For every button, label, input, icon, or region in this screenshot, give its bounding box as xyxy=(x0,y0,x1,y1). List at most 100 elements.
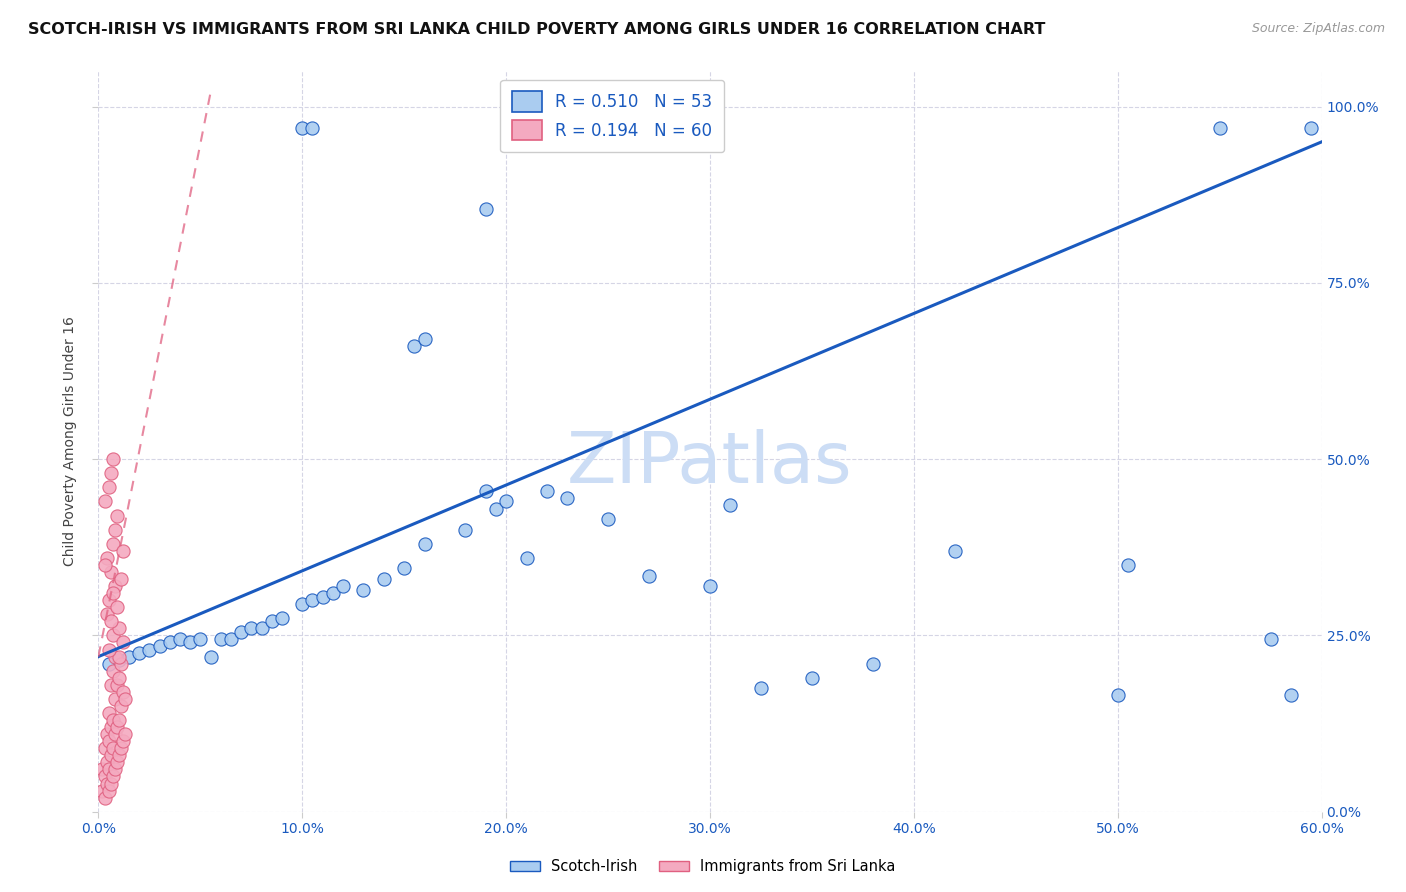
Point xyxy=(101,713,124,727)
Point xyxy=(100,467,122,481)
Point xyxy=(260,615,283,629)
Point xyxy=(96,756,118,770)
Point xyxy=(104,579,127,593)
Point xyxy=(101,769,124,783)
Point xyxy=(111,734,134,748)
Point xyxy=(231,624,253,639)
Point xyxy=(114,727,136,741)
Point xyxy=(100,720,122,734)
Point xyxy=(104,692,127,706)
Point xyxy=(93,741,115,756)
Point xyxy=(110,572,132,586)
Point xyxy=(93,494,115,508)
Point xyxy=(862,657,884,671)
Point xyxy=(100,565,122,579)
Point xyxy=(474,202,498,216)
Point xyxy=(110,657,132,671)
Point xyxy=(100,615,122,629)
Point xyxy=(169,632,191,646)
Point xyxy=(93,769,115,783)
Point xyxy=(93,558,115,572)
Point xyxy=(699,579,721,593)
Point xyxy=(96,776,118,790)
Point xyxy=(188,632,212,646)
Point xyxy=(101,741,124,756)
Point xyxy=(110,698,132,713)
Y-axis label: Child Poverty Among Girls Under 16: Child Poverty Among Girls Under 16 xyxy=(63,317,77,566)
Point xyxy=(943,544,966,558)
Point xyxy=(96,550,118,565)
Point xyxy=(105,600,128,615)
Point xyxy=(373,572,395,586)
Point xyxy=(392,561,416,575)
Point xyxy=(718,498,742,512)
Point xyxy=(104,727,127,741)
Point xyxy=(555,491,579,505)
Text: ZIPatlas: ZIPatlas xyxy=(567,429,853,499)
Point xyxy=(209,632,232,646)
Point xyxy=(138,642,160,657)
Point xyxy=(97,642,120,657)
Point xyxy=(100,776,122,790)
Point xyxy=(104,763,127,777)
Point xyxy=(108,748,131,763)
Point xyxy=(495,494,517,508)
Point xyxy=(749,681,772,696)
Point xyxy=(352,582,374,597)
Point xyxy=(413,537,436,551)
Point xyxy=(101,664,124,678)
Point xyxy=(111,635,134,649)
Point xyxy=(291,597,314,611)
Point xyxy=(101,537,124,551)
Legend: Scotch-Irish, Immigrants from Sri Lanka: Scotch-Irish, Immigrants from Sri Lanka xyxy=(505,854,901,880)
Point xyxy=(312,590,335,604)
Point xyxy=(118,649,141,664)
Point xyxy=(1279,689,1302,703)
Point xyxy=(536,483,558,498)
Point xyxy=(110,741,132,756)
Point xyxy=(219,632,242,646)
Point xyxy=(332,579,354,593)
Point xyxy=(598,512,620,526)
Point xyxy=(91,783,114,797)
Point xyxy=(291,120,314,135)
Point xyxy=(301,593,323,607)
Point xyxy=(101,452,124,467)
Point xyxy=(111,544,134,558)
Point xyxy=(101,628,124,642)
Point xyxy=(108,713,131,727)
Point xyxy=(413,332,436,346)
Point xyxy=(114,692,136,706)
Point xyxy=(105,756,128,770)
Point xyxy=(108,671,131,685)
Point xyxy=(104,649,127,664)
Point xyxy=(149,639,172,653)
Point xyxy=(108,621,131,635)
Point xyxy=(801,671,824,685)
Point xyxy=(105,720,128,734)
Point xyxy=(474,483,498,498)
Point xyxy=(97,593,120,607)
Point xyxy=(108,653,131,667)
Point xyxy=(322,586,344,600)
Point xyxy=(250,621,273,635)
Point xyxy=(516,550,538,565)
Point xyxy=(101,586,124,600)
Point xyxy=(96,607,118,622)
Point xyxy=(97,657,120,671)
Point xyxy=(97,763,120,777)
Point xyxy=(637,568,661,582)
Text: Source: ZipAtlas.com: Source: ZipAtlas.com xyxy=(1251,22,1385,36)
Point xyxy=(404,339,426,353)
Point xyxy=(1301,120,1323,135)
Point xyxy=(240,621,263,635)
Point xyxy=(1209,120,1232,135)
Point xyxy=(93,790,115,805)
Point xyxy=(105,678,128,692)
Point xyxy=(97,480,120,494)
Point xyxy=(100,678,122,692)
Point xyxy=(97,734,120,748)
Point xyxy=(97,783,120,797)
Point xyxy=(108,649,131,664)
Point xyxy=(96,727,118,741)
